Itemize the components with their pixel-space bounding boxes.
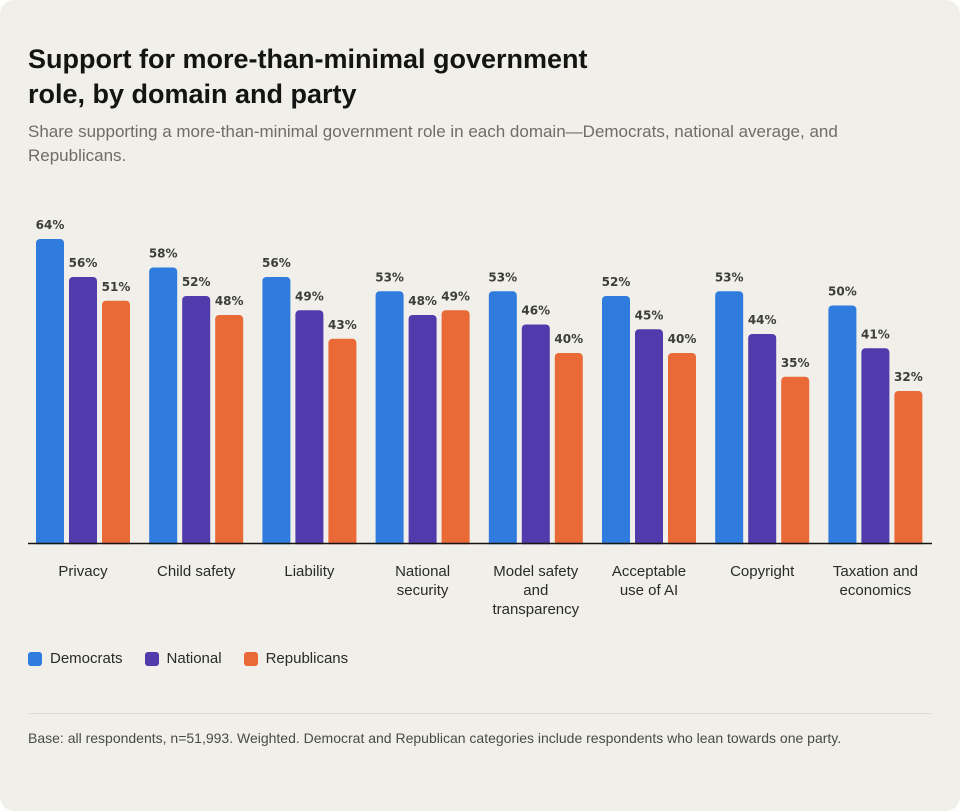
- bar-republicans-taxation-and-economics: [894, 391, 923, 547]
- bar-democrats-privacy: [36, 239, 64, 547]
- value-label-national-acceptable-use-of-ai: 45%: [635, 308, 664, 322]
- value-label-republicans-taxation-and-economics: 32%: [894, 370, 923, 384]
- bar-national-child-safety: [182, 296, 211, 547]
- legend-item-national: National: [144, 650, 222, 667]
- x-tick-label-liability: Liability: [284, 563, 335, 580]
- legend-label-democrats: Democrats: [50, 650, 123, 667]
- chart-legend: Democrats National Republicans: [28, 650, 348, 667]
- value-label-national-copyright: 44%: [748, 313, 777, 327]
- bar-chart: 64% 56% 51% Privacy 58% 52% 48% Child safety 56%…: [0, 218, 960, 618]
- bar-republicans-copyright: [781, 376, 810, 547]
- footnote-divider: [28, 713, 932, 714]
- bar-republicans-model-safety-and-transparency: [554, 353, 583, 547]
- chart-title: Support for more-than-minimal government…: [28, 44, 588, 109]
- value-label-democrats-liability: 56%: [262, 256, 291, 270]
- value-label-democrats-child-safety: 58%: [149, 247, 178, 261]
- chart-subtitle: Share supporting a more-than-minimal gov…: [28, 122, 838, 165]
- bar-democrats-national-security: [375, 291, 404, 547]
- bar-group-copyright: 53% 44% 35%: [715, 270, 810, 547]
- legend-swatch-democrats: [28, 651, 42, 666]
- bar-democrats-model-safety-and-transparency: [488, 291, 517, 547]
- x-tick-label-privacy: Privacy: [58, 563, 108, 580]
- value-label-republicans-acceptable-use-of-ai: 40%: [668, 332, 697, 346]
- legend-swatch-national: [144, 651, 159, 666]
- x-tick-label-child-safety: Child safety: [157, 563, 236, 580]
- value-label-democrats-privacy: 64%: [36, 218, 65, 232]
- bar-democrats-liability: [262, 277, 291, 547]
- bar-national-acceptable-use-of-ai: [635, 329, 663, 547]
- bar-national-copyright: [748, 334, 777, 547]
- bar-group-liability: 56% 49% 43%: [262, 256, 357, 547]
- bar-national-model-safety-and-transparency: [521, 324, 550, 547]
- value-label-republicans-privacy: 51%: [102, 280, 131, 294]
- value-label-national-national-security: 48%: [408, 294, 437, 308]
- value-label-democrats-acceptable-use-of-ai: 52%: [602, 275, 631, 289]
- value-label-republicans-model-safety-and-transparency: 40%: [554, 332, 583, 346]
- bar-republicans-child-safety: [215, 315, 244, 547]
- legend-swatch-republicans: [243, 651, 258, 666]
- footnote: Base: all respondents, n=51,993. Weighte…: [28, 730, 842, 746]
- value-label-national-privacy: 56%: [69, 256, 98, 270]
- value-label-democrats-model-safety-and-transparency: 53%: [488, 270, 517, 284]
- value-label-republicans-national-security: 49%: [441, 289, 470, 303]
- x-tick-label-acceptable-use-of-ai: Acceptable use of AI: [612, 563, 686, 599]
- value-label-national-liability: 49%: [295, 289, 324, 303]
- bar-democrats-acceptable-use-of-ai: [602, 296, 630, 547]
- x-tick-label-model-safety-and-transparency: Model safety and transparency: [492, 563, 579, 618]
- bar-group-national-security: 53% 48% 49%: [375, 270, 470, 547]
- bar-group-acceptable-use-of-ai: 52% 45% 40%: [602, 275, 697, 547]
- legend-item-democrats: Democrats: [28, 650, 123, 667]
- bar-democrats-taxation-and-economics: [828, 305, 857, 547]
- value-label-republicans-copyright: 35%: [781, 356, 810, 370]
- bar-group-taxation-and-economics: 50% 41% 32%: [828, 285, 923, 547]
- value-label-national-model-safety-and-transparency: 46%: [521, 304, 550, 318]
- value-label-republicans-child-safety: 48%: [215, 294, 244, 308]
- legend-item-republicans: Republicans: [243, 650, 349, 667]
- legend-label-national: National: [166, 650, 222, 667]
- bar-national-liability: [295, 310, 324, 547]
- x-tick-label-national-security: National security: [395, 563, 450, 599]
- value-label-democrats-copyright: 53%: [715, 270, 744, 284]
- bar-group-model-safety-and-transparency: 53% 46% 40%: [488, 270, 583, 547]
- bar-republicans-privacy: [102, 300, 130, 547]
- baseline-mask: [0, 544, 960, 551]
- value-label-national-child-safety: 52%: [182, 275, 211, 289]
- bar-national-taxation-and-economics: [861, 348, 890, 547]
- x-tick-label-taxation-and-economics: Taxation and economics: [833, 563, 918, 599]
- bar-national-privacy: [69, 277, 97, 547]
- x-tick-label-copyright: Copyright: [730, 563, 795, 580]
- value-label-democrats-taxation-and-economics: 50%: [828, 285, 857, 299]
- bar-republicans-acceptable-use-of-ai: [668, 353, 696, 547]
- bar-group-child-safety: 58% 52% 48%: [149, 247, 244, 547]
- legend-label-republicans: Republicans: [265, 650, 349, 667]
- bar-republicans-liability: [328, 338, 357, 547]
- value-label-democrats-national-security: 53%: [375, 270, 404, 284]
- bar-democrats-child-safety: [149, 267, 178, 547]
- bar-national-national-security: [408, 315, 437, 547]
- bar-republicans-national-security: [441, 310, 470, 547]
- value-label-national-taxation-and-economics: 41%: [861, 327, 890, 341]
- value-label-republicans-liability: 43%: [328, 318, 357, 332]
- bar-democrats-copyright: [715, 291, 744, 547]
- bar-group-privacy: 64% 56% 51%: [36, 218, 131, 547]
